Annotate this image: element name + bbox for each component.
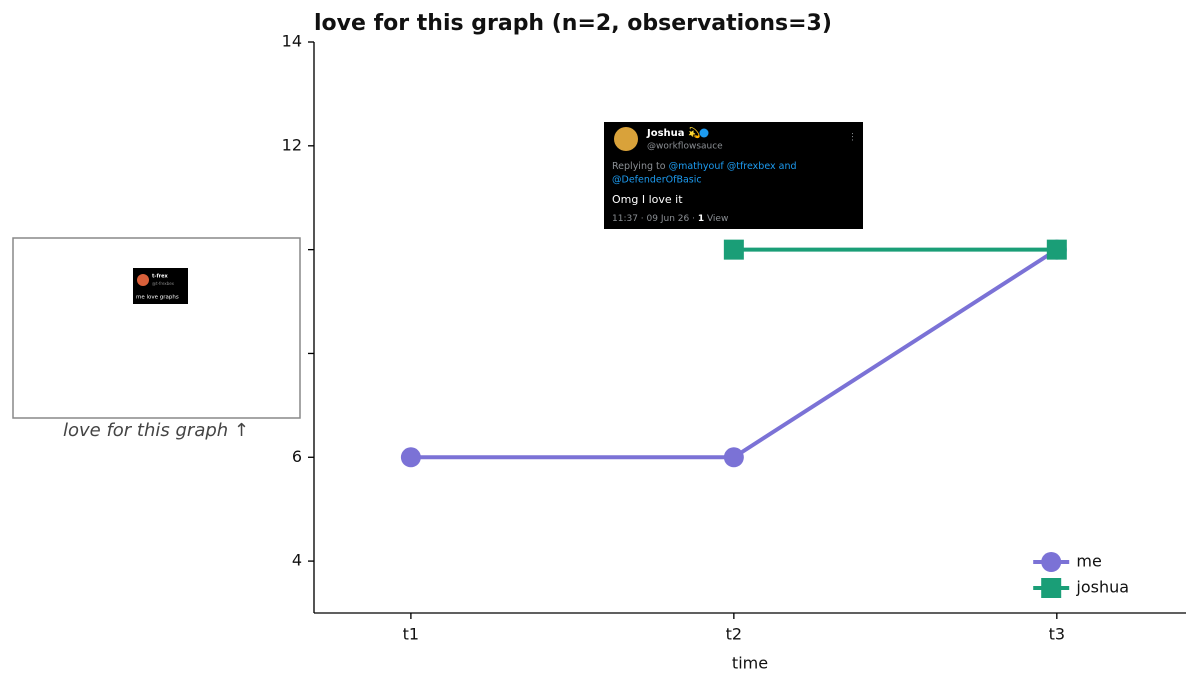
series-line: [410, 247, 1058, 460]
tweet-reply: Replying to @mathyouf @tfrexbex and: [612, 161, 797, 172]
y-tick-label: 12: [282, 135, 302, 154]
tweet-views: 1: [698, 214, 704, 224]
y-tick-label: 4: [292, 551, 302, 570]
tweet-meta: 11:37 · 09 Jun 26 · 1 View: [612, 214, 728, 224]
x-axis-label: time: [732, 653, 768, 672]
marker: [723, 447, 744, 468]
tweet-menu: ⋮: [848, 133, 857, 143]
marker: [400, 447, 421, 468]
marker: [1041, 578, 1062, 598]
tweet-bg: [604, 122, 863, 229]
marker: [723, 239, 744, 260]
inset-tweet-bg: [133, 268, 188, 304]
chart: love for this graph (n=2, observations=3…: [282, 11, 1186, 672]
tweet-time: 11:37 · 09 Jun 26 ·: [612, 214, 695, 224]
inset-frame: [12, 237, 301, 419]
verified: [699, 128, 709, 138]
inset-tweet: t-frex @t-frexbex me love graphs: [133, 268, 188, 304]
views-label: View: [707, 214, 728, 224]
inset-caption: love for this graph ↑: [63, 420, 249, 441]
inset-avatar: [137, 274, 149, 286]
reply-prefix: Replying to: [612, 161, 666, 172]
x-tick-label: t3: [1049, 625, 1065, 644]
marker: [1046, 239, 1067, 260]
reply-to: @mathyouf @tfrexbex and: [669, 161, 797, 172]
legend-label: joshua: [1075, 578, 1129, 597]
inset-tweet-handle: @t-frexbex: [152, 281, 175, 286]
marker: [1041, 552, 1062, 572]
tweet-name: Joshua 💫: [646, 126, 701, 139]
reply-to-2: @DefenderOfBasic: [612, 175, 702, 186]
tweet-handle: @workflowsauce: [647, 142, 723, 152]
legend-label: me: [1076, 552, 1101, 571]
x-tick-label: t1: [403, 625, 419, 644]
inset-tweet-text: me love graphs: [136, 295, 179, 301]
avatar: [614, 127, 638, 151]
tweet-text: Omg I love it: [612, 193, 683, 206]
x-tick-label: t2: [726, 625, 742, 644]
tweet-card: Joshua 💫 @workflowsauce ⋮ Replying to @m…: [604, 122, 863, 229]
chart-title: love for this graph (n=2, observations=3…: [314, 11, 832, 36]
y-tick-label: 14: [282, 32, 302, 51]
inset-tweet-name: t-frex: [152, 274, 168, 280]
y-tick-label: 6: [292, 447, 302, 466]
